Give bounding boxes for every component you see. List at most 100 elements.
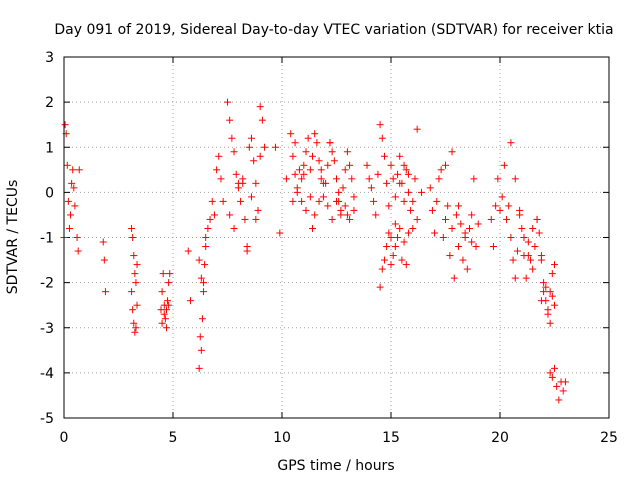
- data-point: [254, 206, 262, 214]
- data-point: [463, 265, 471, 273]
- data-point: [247, 134, 255, 142]
- data-point: [522, 274, 530, 282]
- data-point: [431, 229, 439, 237]
- plot-frame: [63, 56, 610, 419]
- data-point: [217, 175, 225, 183]
- data-point: [548, 292, 556, 300]
- data-point: [376, 283, 384, 291]
- data-point: [232, 170, 240, 178]
- data-point: [551, 364, 558, 372]
- data-point: [162, 324, 170, 332]
- data-point: [363, 161, 371, 169]
- y-tick-label: 3: [45, 50, 54, 66]
- data-point: [326, 139, 334, 147]
- y-axis-label: SDTVAR / TECUs: [5, 180, 21, 295]
- data-point: [333, 175, 340, 183]
- data-point: [69, 166, 77, 174]
- data-point: [394, 234, 402, 241]
- data-point: [161, 315, 169, 323]
- data-point: [317, 166, 325, 174]
- data-point: [442, 215, 449, 223]
- data-point: [304, 134, 312, 142]
- x-axis-label: GPS time / hours: [277, 458, 394, 474]
- data-point: [446, 252, 454, 260]
- data-point: [132, 324, 140, 332]
- data-point: [555, 396, 563, 404]
- data-point: [309, 152, 317, 160]
- data-point: [184, 247, 192, 255]
- data-point: [64, 197, 72, 205]
- data-point: [237, 197, 245, 205]
- data-point: [398, 256, 406, 264]
- data-point: [383, 179, 391, 187]
- data-point: [319, 179, 327, 187]
- data-point: [276, 229, 284, 237]
- data-point: [376, 121, 384, 129]
- data-point: [291, 170, 299, 178]
- data-point: [133, 301, 141, 309]
- data-point: [306, 193, 314, 201]
- data-point: [164, 297, 172, 305]
- data-point: [252, 179, 260, 187]
- data-point: [511, 175, 519, 183]
- data-point: [196, 333, 204, 341]
- data-point: [162, 306, 170, 314]
- data-point: [396, 152, 404, 160]
- x-tick-label: 5: [169, 430, 178, 446]
- data-point: [389, 175, 397, 183]
- data-point: [302, 206, 310, 214]
- data-point: [540, 288, 548, 296]
- data-point: [63, 161, 71, 169]
- data-point: [234, 179, 242, 187]
- data-point: [250, 157, 258, 165]
- data-point: [200, 279, 208, 287]
- data-point: [428, 206, 436, 214]
- data-point: [389, 252, 397, 260]
- x-tick-label: 20: [491, 430, 509, 446]
- data-point: [132, 279, 140, 287]
- data-point: [391, 220, 399, 228]
- data-point: [435, 175, 443, 183]
- data-point: [130, 319, 138, 327]
- data-point: [455, 202, 463, 210]
- data-point: [387, 234, 395, 241]
- data-point: [215, 152, 223, 160]
- data-point: [165, 279, 173, 287]
- data-point: [200, 288, 208, 296]
- data-point: [529, 224, 537, 232]
- data-point: [219, 197, 227, 205]
- data-point: [197, 346, 205, 354]
- data-point: [374, 170, 382, 178]
- data-point: [509, 256, 517, 264]
- data-point: [226, 211, 234, 219]
- data-point: [202, 243, 210, 251]
- data-point: [380, 152, 388, 160]
- data-point: [529, 265, 537, 273]
- data-point: [426, 184, 434, 192]
- data-point: [380, 256, 388, 264]
- data-point: [291, 139, 299, 147]
- data-point: [256, 152, 264, 160]
- data-point: [400, 197, 408, 205]
- data-point: [258, 116, 266, 124]
- data-point: [472, 243, 480, 251]
- data-point: [306, 166, 314, 174]
- data-point: [311, 211, 319, 219]
- data-point: [402, 166, 410, 174]
- data-point: [271, 143, 279, 151]
- data-point: [130, 252, 138, 260]
- data-point: [128, 224, 136, 232]
- data-point: [542, 283, 550, 291]
- data-point: [394, 170, 402, 178]
- data-point: [513, 247, 521, 255]
- data-point: [407, 206, 415, 214]
- data-point: [448, 148, 456, 156]
- data-point: [256, 103, 264, 111]
- data-point: [544, 306, 552, 314]
- data-point: [503, 215, 511, 223]
- data-point: [448, 224, 456, 232]
- data-point: [302, 148, 310, 156]
- data-point: [287, 130, 295, 138]
- data-point: [73, 234, 81, 241]
